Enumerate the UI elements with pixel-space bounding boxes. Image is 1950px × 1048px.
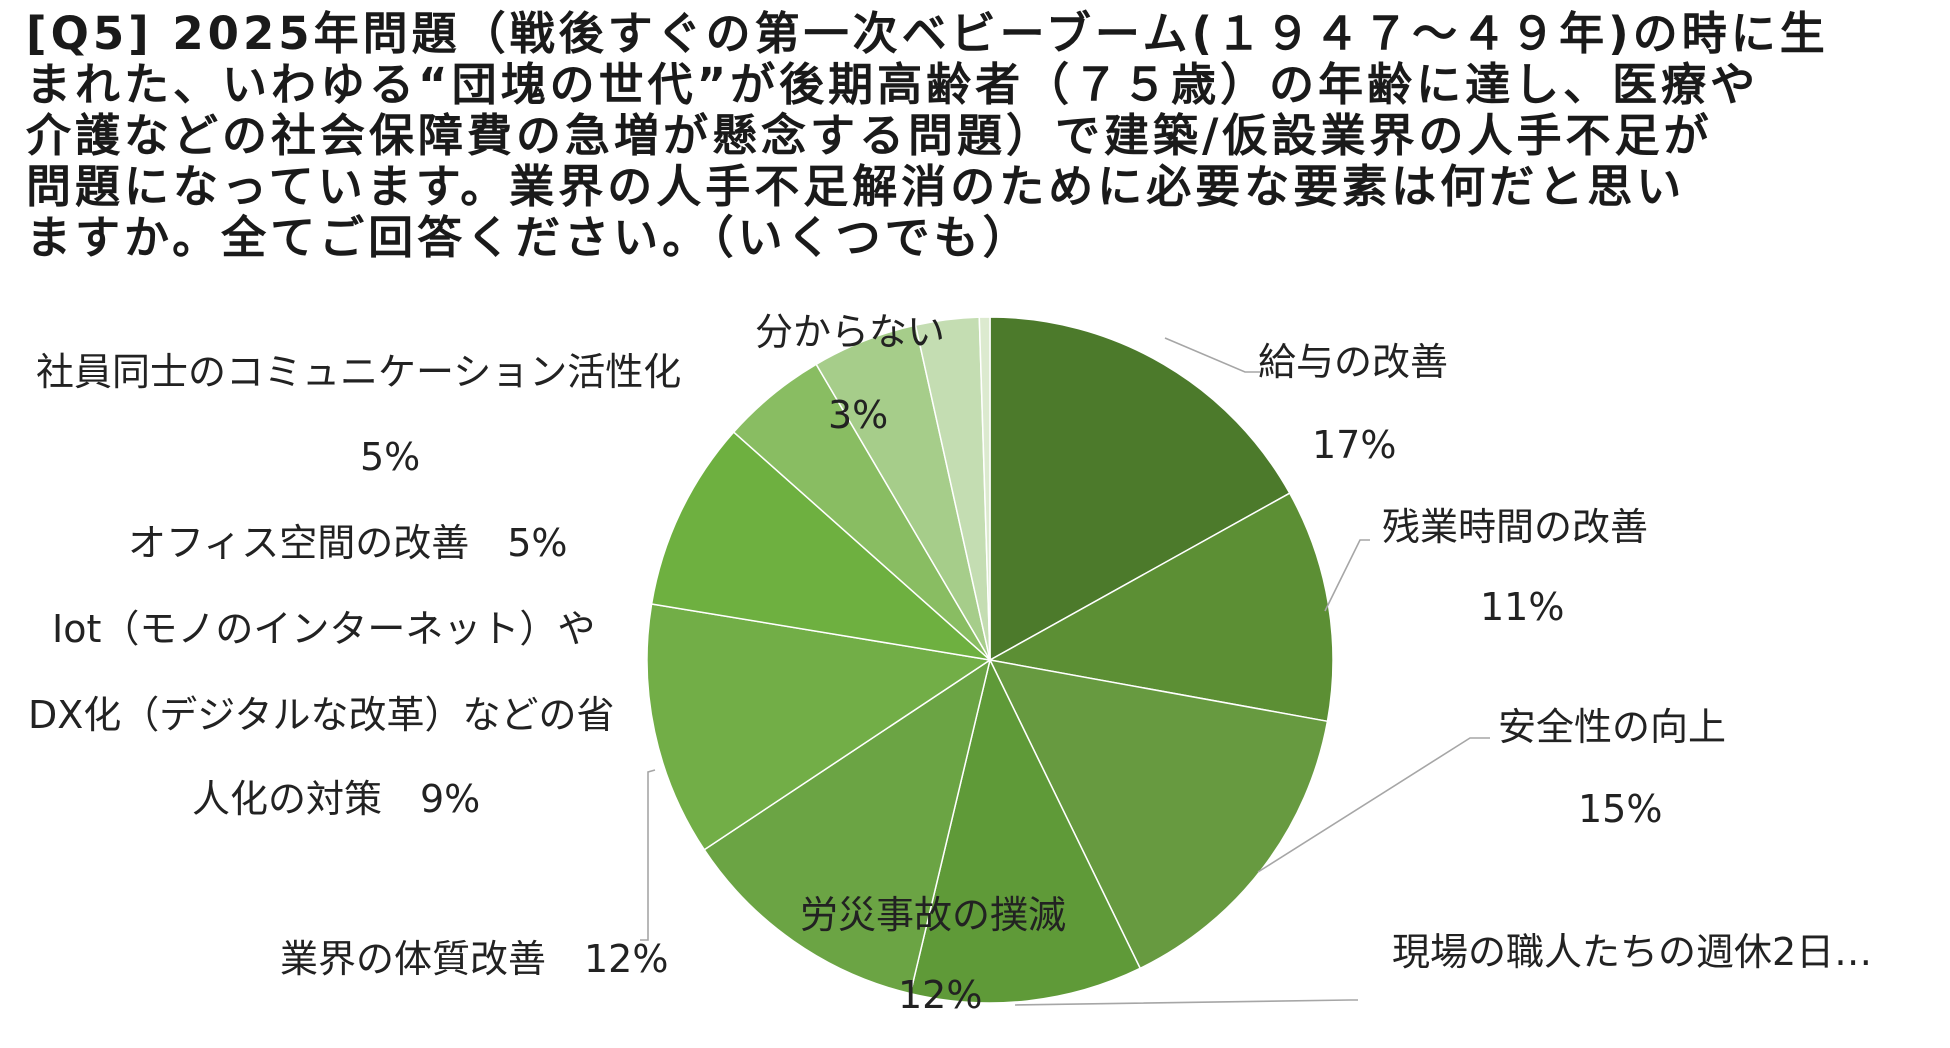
label-shukyu-name: 現場の職人たちの週休2日… xyxy=(1392,930,1872,974)
label-taishitsu: 業界の体質改善 12% xyxy=(280,937,668,981)
leader-line-kyuyo xyxy=(1164,337,1260,373)
leader-lines xyxy=(640,337,1490,1006)
label-office: オフィス空間の改善 5% xyxy=(128,521,568,565)
title-line-5: ますか。全てご回答ください。（いくつでも） xyxy=(26,211,1032,264)
label-anzen-name: 安全性の向上 xyxy=(1498,705,1726,749)
label-zangyo-pct: 11% xyxy=(1480,585,1564,629)
leader-line-anzen xyxy=(1257,737,1490,873)
label-kyuyo-name: 給与の改善 xyxy=(1258,340,1448,384)
label-rousai-pct: 12% xyxy=(898,973,982,1017)
title-line-3: 介護などの社会保障費の急増が懸念する問題）で建築/仮設業界の人手不足が xyxy=(26,109,1713,162)
label-zangyo-name: 残業時間の改善 xyxy=(1382,505,1648,549)
label-wakaranai-pct: 3% xyxy=(828,393,888,437)
label-comm-pct: 5% xyxy=(360,435,420,479)
pie-slice-6 xyxy=(650,431,993,662)
label-iot-line1: Iot（モノのインターネット）や xyxy=(52,607,595,651)
pie-slice-2 xyxy=(988,658,1329,970)
label-comm-name: 社員同士のコミュニケーション活性化 xyxy=(36,350,681,394)
label-kyuyo-pct: 17% xyxy=(1312,423,1396,467)
label-anzen-pct: 15% xyxy=(1578,787,1662,831)
label-iot-line2: DX化（デジタルな改革）などの省 xyxy=(28,693,615,737)
title-line-4: 問題になっています。業界の人手不足解消のために必要な要素は何だと思い xyxy=(26,160,1686,213)
leader-line-shukyu xyxy=(1014,999,1358,1006)
leader-line-zangyo xyxy=(1324,539,1370,612)
pie-slice-3 xyxy=(909,657,1142,1004)
pie-slice-4 xyxy=(703,658,992,995)
pie-slice-10 xyxy=(978,316,991,661)
pie-slice-5 xyxy=(646,603,993,851)
title-line-2: まれた、いわゆる“団塊の世代”が後期高齢者（７５歳）の年齢に達し、医療や xyxy=(26,58,1760,111)
label-rousai-name: 労災事故の撲滅 xyxy=(800,893,1066,937)
question-title: [Q5] 2025年問題（戦後すぐの第一次ベビーブーム(１９４７～４９年)の時に… xyxy=(26,8,1926,263)
pie-slice-0 xyxy=(989,316,1291,662)
pie-slices xyxy=(646,316,1334,1004)
label-wakaranai-name: 分からない xyxy=(755,310,945,354)
leader-line-iot xyxy=(640,769,656,941)
title-line-1: [Q5] 2025年問題（戦後すぐの第一次ベビーブーム(１９４７～４９年)の時に… xyxy=(26,7,1829,60)
label-iot-line3: 人化の対策 9% xyxy=(192,777,480,821)
